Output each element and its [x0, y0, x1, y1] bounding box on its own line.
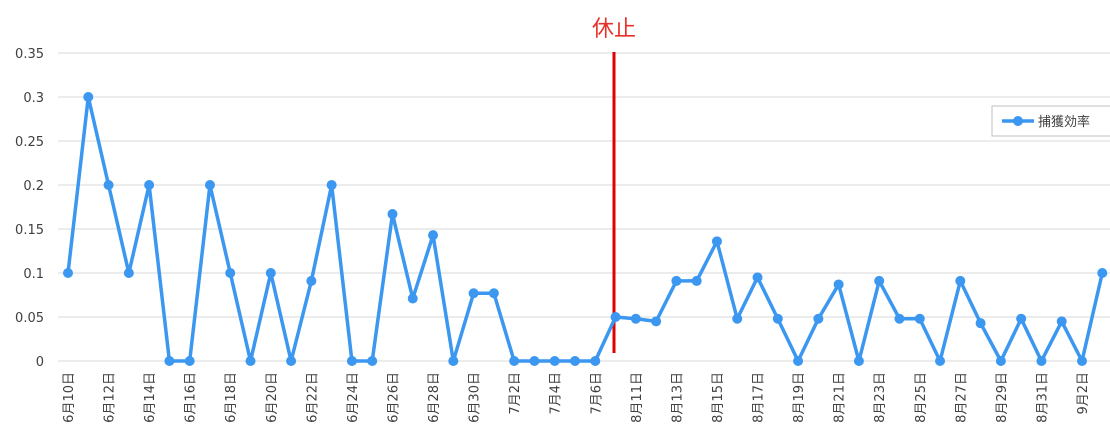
data-point: [975, 318, 986, 329]
data-point: [793, 356, 804, 366]
legend-box: [991, 105, 1110, 137]
x-tick-label: 8月21日: [833, 372, 848, 423]
data-point: [428, 230, 439, 241]
data-point: [874, 275, 885, 286]
x-tick-label: 7月4日: [549, 372, 564, 415]
x-tick-label: 8月11日: [630, 372, 645, 423]
data-point: [833, 279, 844, 290]
data-point: [306, 275, 317, 286]
x-tick-label: 6月16日: [184, 372, 199, 423]
data-point: [387, 209, 398, 220]
y-tick-label: 0.05: [15, 311, 44, 326]
data-point: [1077, 356, 1087, 366]
x-tick-label: 8月25日: [914, 372, 929, 423]
y-tick-label: 0: [36, 355, 44, 370]
x-tick-label: 6月30日: [468, 372, 483, 423]
x-tick-label: 8月13日: [670, 372, 685, 423]
data-point: [225, 268, 236, 278]
y-tick-label: 0.15: [15, 223, 44, 238]
x-tick-label: 9月2日: [1076, 372, 1091, 415]
x-tick-label: 6月10日: [62, 372, 77, 423]
data-point: [184, 356, 195, 366]
data-point: [549, 356, 560, 366]
data-point: [103, 180, 114, 190]
x-tick-label: 8月29日: [995, 372, 1010, 423]
data-point: [772, 313, 783, 324]
data-point: [935, 356, 946, 366]
data-point: [1097, 268, 1108, 278]
data-point: [590, 356, 601, 366]
data-point: [732, 313, 743, 324]
data-point: [914, 313, 925, 324]
x-tick-label: 7月2日: [508, 372, 523, 415]
y-tick-label: 0.1: [23, 267, 44, 282]
data-point: [691, 275, 702, 286]
x-tick-label: 6月12日: [103, 372, 118, 423]
x-tick-label: 6月20日: [265, 372, 280, 423]
data-point: [1036, 356, 1047, 366]
y-tick-label: 0.2: [23, 179, 44, 194]
x-tick-label: 8月17日: [752, 372, 767, 423]
data-point: [610, 312, 621, 322]
x-tick-label: 7月6日: [589, 372, 604, 415]
data-point: [448, 356, 459, 366]
data-point: [488, 288, 499, 299]
x-tick-label: 6月28日: [427, 372, 442, 423]
y-tick-label: 0.25: [15, 135, 44, 150]
data-point: [367, 356, 378, 366]
data-point: [164, 356, 175, 366]
data-point: [570, 356, 580, 366]
data-point: [1056, 316, 1067, 327]
data-point: [813, 313, 824, 324]
data-point: [83, 92, 94, 102]
x-tick-label: 6月26日: [386, 372, 401, 423]
x-tick-label: 6月24日: [346, 372, 361, 423]
x-tick-label: 8月27日: [954, 372, 969, 423]
data-point: [651, 316, 662, 327]
data-point: [346, 356, 357, 366]
x-tick-label: 8月19日: [792, 372, 807, 423]
data-point: [286, 356, 297, 366]
legend-marker: [1013, 116, 1023, 126]
x-tick-label: 6月18日: [224, 372, 239, 423]
data-point: [407, 293, 418, 304]
data-point: [468, 288, 479, 299]
data-point: [1016, 313, 1027, 324]
data-point: [509, 356, 520, 366]
annotation: 休止: [592, 17, 636, 42]
data-point: [529, 356, 540, 366]
legend-label: 捕獲効率: [1038, 114, 1090, 130]
data-point: [144, 180, 155, 190]
data-point: [752, 272, 763, 283]
data-point: [326, 180, 337, 190]
data-point: [245, 356, 256, 366]
x-tick-label: 8月31日: [1035, 372, 1050, 423]
y-tick-label: 0.3: [23, 91, 44, 106]
data-point: [711, 236, 722, 247]
data-point: [955, 275, 966, 286]
series-line: [66, 95, 1104, 363]
data-point: [894, 313, 905, 324]
y-tick-label: 0.35: [15, 47, 44, 62]
data-point: [853, 356, 864, 366]
data-point: [123, 268, 134, 278]
data-point: [630, 313, 641, 324]
data-point: [671, 275, 682, 286]
data-point: [63, 268, 73, 278]
data-point: [204, 180, 215, 190]
x-tick-label: 6月14日: [143, 372, 158, 423]
x-tick-label: 8月15日: [711, 372, 726, 423]
data-point: [265, 268, 276, 278]
data-point: [995, 356, 1006, 366]
x-tick-label: 6月22日: [305, 372, 320, 423]
x-tick-label: 8月23日: [873, 372, 888, 423]
